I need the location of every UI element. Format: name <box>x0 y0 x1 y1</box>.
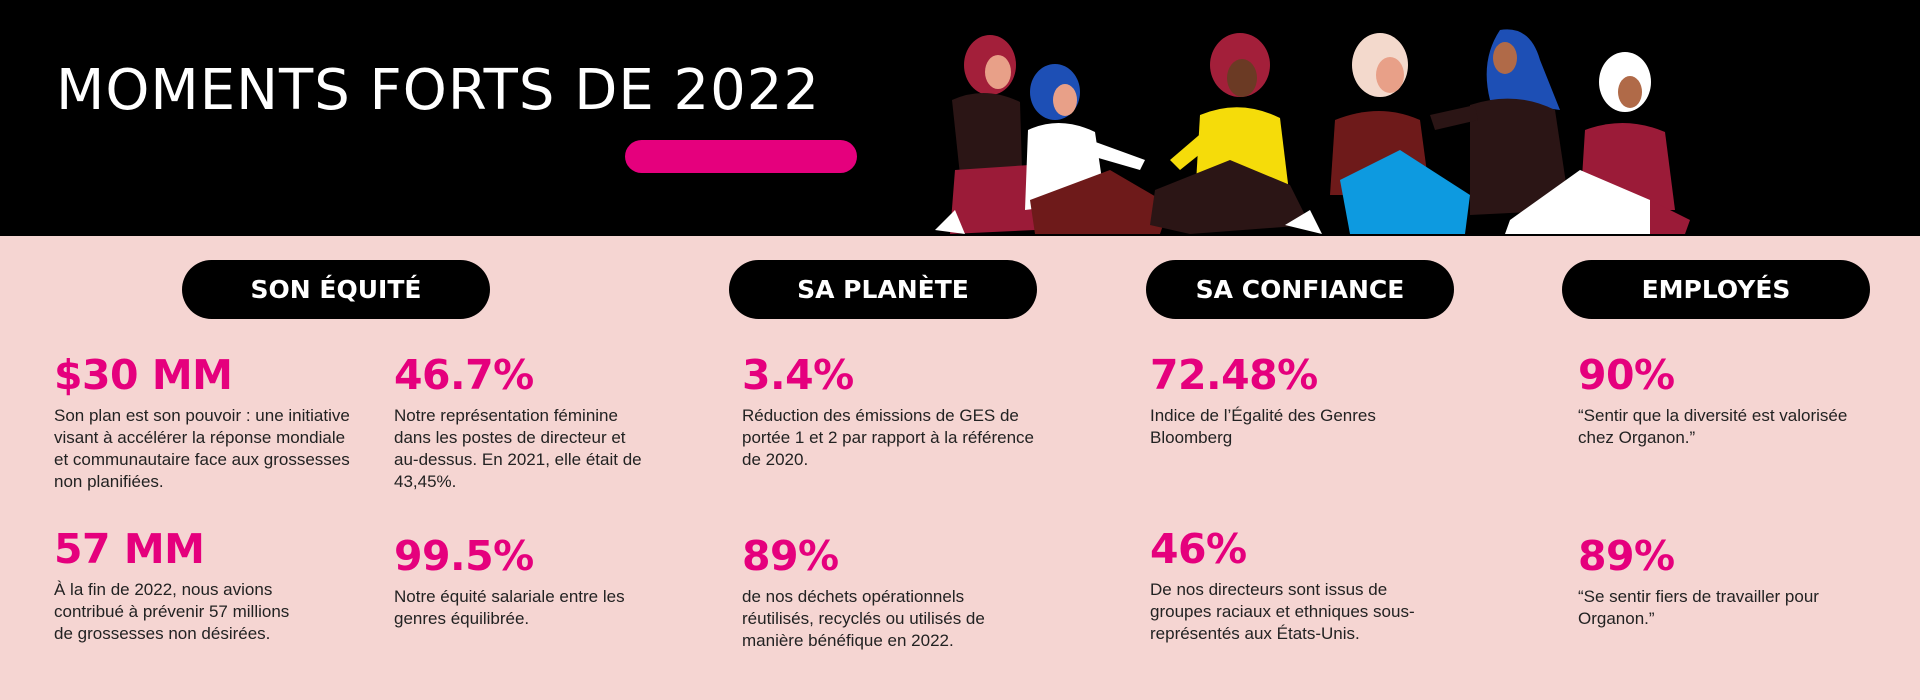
stat-block: 99.5% Notre équité salariale entre les g… <box>394 533 674 630</box>
stat-description: À la fin de 2022, nous avions contribué … <box>54 580 290 643</box>
woman-5-figure <box>1430 29 1570 215</box>
woman-4-figure <box>1330 33 1470 234</box>
stat-block: 3.4% Réduction des émissions de GES de p… <box>742 352 1042 471</box>
heading-employes: EMPLOYÉS <box>1562 260 1870 319</box>
stat-description: Son plan est son pouvoir : une initiativ… <box>54 406 350 491</box>
stat-block: 90% “Sentir que la diversité est valoris… <box>1578 352 1878 449</box>
stat-value: $30 MM <box>54 351 233 399</box>
woman-6-figure <box>1505 52 1690 234</box>
stat-block: 46.7% Notre représentation féminine dans… <box>394 352 654 493</box>
accent-bar <box>625 140 857 173</box>
stat-description: “Se sentir fiers de travailler pour Orga… <box>1578 587 1819 628</box>
woman-3-figure <box>1150 33 1322 234</box>
stat-value: 90% <box>1578 351 1675 399</box>
stat-value: 57 MM <box>54 525 205 573</box>
stat-description: “Sentir que la diversité est valorisée c… <box>1578 406 1848 447</box>
stat-description: De nos directeurs sont issus de groupes … <box>1150 580 1415 643</box>
stat-value: 89% <box>1578 532 1675 580</box>
stat-value: 46.7% <box>394 351 534 399</box>
stat-block: 72.48% Indice de l’Égalité des Genres Bl… <box>1150 352 1450 449</box>
stat-block: 46% De nos directeurs sont issus de grou… <box>1150 526 1450 645</box>
stat-value: 99.5% <box>394 532 534 580</box>
group-of-women-illustration-icon <box>935 29 1690 234</box>
woman-1-figure <box>935 35 1035 234</box>
stat-block: $30 MM Son plan est son pouvoir : une in… <box>54 352 354 493</box>
stat-description: Indice de l’Égalité des Genres Bloomberg <box>1150 406 1376 447</box>
stat-block: 57 MM À la fin de 2022, nous avions cont… <box>54 526 294 645</box>
heading-sa-planete: SA PLANÈTE <box>729 260 1037 319</box>
page-title: MOMENTS FORTS DE 2022 <box>56 58 821 123</box>
stat-description: Notre équité salariale entre les genres … <box>394 587 625 628</box>
stat-value: 3.4% <box>742 351 854 399</box>
header-banner: MOMENTS FORTS DE 2022 <box>0 0 1920 236</box>
woman-2-figure <box>1025 64 1170 234</box>
stat-value: 46% <box>1150 525 1247 573</box>
stat-description: Réduction des émissions de GES de portée… <box>742 406 1035 469</box>
stat-block: 89% de nos déchets opérationnels réutili… <box>742 533 1012 652</box>
stat-value: 89% <box>742 532 839 580</box>
stat-block: 89% “Se sentir fiers de travailler pour … <box>1578 533 1878 630</box>
heading-sa-confiance: SA CONFIANCE <box>1146 260 1454 319</box>
stat-description: de nos déchets opérationnels réutilisés,… <box>742 587 985 650</box>
stat-value: 72.48% <box>1150 351 1318 399</box>
stat-description: Notre représentation féminine dans les p… <box>394 406 642 491</box>
heading-son-equite: SON ÉQUITÉ <box>182 260 490 319</box>
